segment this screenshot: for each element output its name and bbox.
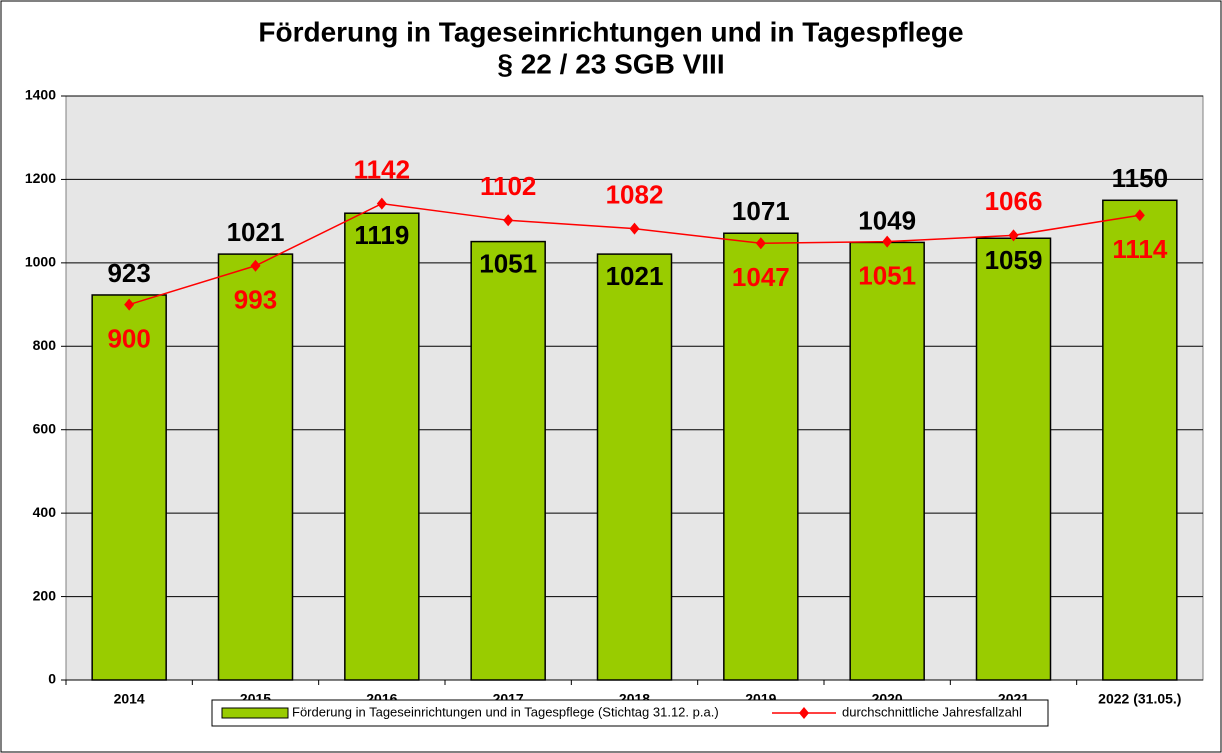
bar-value-label: 1051 — [479, 248, 537, 278]
line-marker — [755, 237, 766, 250]
y-tick-label: 800 — [33, 337, 57, 353]
line-value-label: 1142 — [354, 154, 410, 184]
y-tick-label: 1400 — [25, 87, 56, 103]
line-value-label: 1082 — [606, 180, 664, 210]
line-marker — [124, 298, 135, 311]
line-value-label: 1102 — [480, 171, 536, 201]
legend-label: Förderung in Tageseinrichtungen und in T… — [292, 704, 719, 719]
bar — [975, 237, 1052, 681]
bar-value-label: 1150 — [1112, 163, 1168, 193]
legend-label: durchschnittliche Jahresfallzahl — [842, 704, 1022, 719]
bar — [723, 232, 799, 681]
y-tick-label: 400 — [33, 504, 57, 520]
line-marker — [1008, 229, 1019, 242]
bar-value-label: 1021 — [606, 261, 664, 291]
line-value-label: 1047 — [732, 262, 790, 292]
line-marker — [1134, 209, 1145, 222]
bar — [596, 253, 673, 681]
y-tick-label: 1000 — [25, 254, 56, 270]
y-tick-label: 200 — [33, 587, 57, 603]
line-value-label: 1066 — [985, 186, 1043, 216]
y-tick-label: 1200 — [25, 170, 56, 186]
bar-value-label: 1059 — [985, 245, 1043, 275]
line-marker — [503, 214, 514, 227]
bar-value-label: 1119 — [354, 220, 409, 250]
y-tick-label: 0 — [48, 671, 56, 687]
line-marker — [376, 197, 387, 210]
y-tick-label: 600 — [33, 420, 57, 436]
bar — [1102, 199, 1178, 681]
bar — [344, 212, 420, 681]
line-marker — [882, 235, 893, 248]
line-marker — [629, 222, 640, 235]
chart-subtitle: § 22 / 23 SGB VIII — [497, 48, 724, 79]
line-value-label: 1051 — [858, 260, 916, 290]
line-value-label: 993 — [234, 285, 277, 315]
bar — [470, 240, 546, 681]
bar — [217, 253, 294, 681]
bar-value-label: 923 — [107, 258, 150, 288]
bar-value-label: 1049 — [858, 205, 916, 235]
x-tick-label: 2022 (31.05.) — [1098, 691, 1181, 707]
chart-title: Förderung in Tageseinrichtungen und in T… — [258, 16, 963, 47]
legend-box — [211, 699, 1049, 727]
bar — [849, 241, 925, 681]
bar — [91, 294, 167, 681]
bar-value-label: 1071 — [732, 196, 790, 226]
legend-marker — [799, 707, 809, 719]
bar-value-label: 1021 — [227, 217, 285, 247]
line-value-label: 900 — [107, 323, 150, 353]
legend-swatch — [221, 707, 289, 719]
x-tick-label: 2014 — [114, 691, 145, 707]
line-value-label: 1114 — [1112, 234, 1168, 264]
line-marker — [250, 259, 261, 272]
